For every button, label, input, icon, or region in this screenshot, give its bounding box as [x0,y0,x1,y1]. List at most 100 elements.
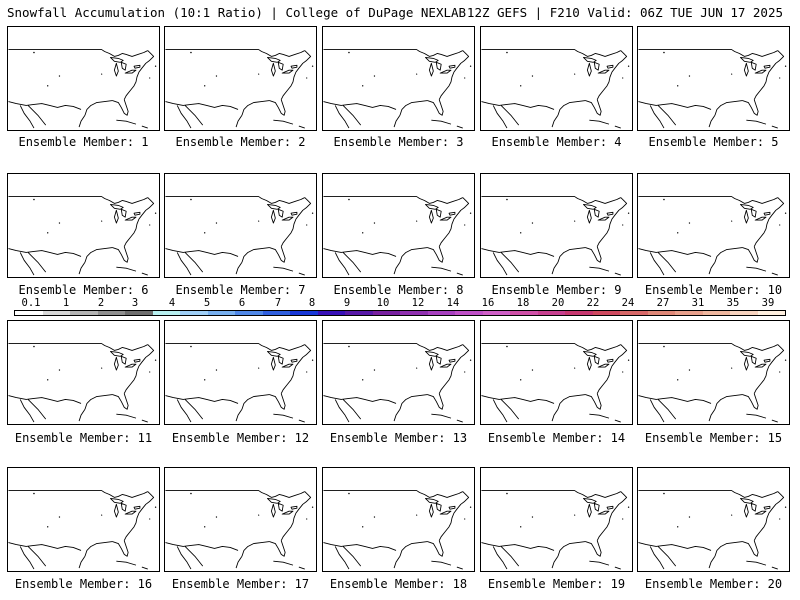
conus-outline-map [165,196,314,276]
colorbar-segment [235,311,263,315]
colorbar-segment [70,311,98,315]
colorbar-tick-label: 4 [168,297,176,309]
ensemble-member-label: Ensemble Member: 11 [14,431,153,445]
ensemble-member-map [637,173,790,278]
ensemble-member-map [164,26,317,131]
colorbar-tick-label: 10 [376,297,390,309]
conus-outline-map [8,49,157,129]
colorbar-segment [482,311,510,315]
colorbar-tick-label: 22 [586,297,600,309]
ensemble-member-label: Ensemble Member: 10 [644,283,783,297]
colorbar-tick-label: 1 [62,297,70,309]
conus-outline-map [165,49,314,129]
colorbar-segment [730,311,758,315]
ensemble-member-map [480,320,633,425]
colorbar-segment [290,311,318,315]
header: Snowfall Accumulation (10:1 Ratio) | Col… [0,0,800,24]
ensemble-member-map [164,320,317,425]
ensemble-member-label: Ensemble Member: 4 [491,135,622,149]
colorbar-tick-label: 8 [308,297,316,309]
colorbar-tick-label: 14 [446,297,460,309]
colorbar-segment [15,311,43,315]
conus-outline-map [165,343,314,423]
colorbar-segment [372,311,400,315]
ensemble-member-label: Ensemble Member: 16 [14,577,153,591]
ensemble-member-map [7,320,160,425]
colorbar-tick-label: 3 [131,297,139,309]
colorbar-segment [510,311,538,315]
colorbar-segment [702,311,730,315]
ensemble-member-map [322,320,475,425]
colorbar-tick-label: 24 [621,297,635,309]
conus-outline-map [638,196,787,276]
ensemble-member-label: Ensemble Member: 14 [487,431,626,445]
colorbar-segment [152,311,180,315]
ensemble-member-label: Ensemble Member: 6 [18,283,149,297]
colorbar-segment [345,311,373,315]
ensemble-member-map [322,467,475,572]
conus-outline-map [638,490,787,570]
conus-outline-map [323,490,472,570]
ensemble-member-map [637,26,790,131]
ensemble-member-map [480,467,633,572]
ensemble-member-map [322,26,475,131]
ensemble-member-map [7,173,160,278]
conus-outline-map [481,490,630,570]
ensemble-member-map [164,467,317,572]
colorbar-tick-label: 12 [411,297,425,309]
colorbar-segment [262,311,290,315]
colorbar-segment [125,311,153,315]
ensemble-member-map [7,26,160,131]
colorbar-segment [565,311,593,315]
colorbar-segment [42,311,70,315]
colorbar-tick-label: 39 [761,297,775,309]
colorbar-tick-label: 2 [97,297,105,309]
conus-outline-map [638,343,787,423]
conus-outline-map [8,490,157,570]
colorbar-segment [757,311,785,315]
colorbar-segment [537,311,565,315]
conus-outline-map [8,343,157,423]
colorbar-segment [97,311,125,315]
colorbar-tick-label: 5 [203,297,211,309]
conus-outline-map [481,49,630,129]
ensemble-member-label: Ensemble Member: 18 [329,577,468,591]
conus-outline-map [323,196,472,276]
ensemble-member-label: Ensemble Member: 9 [491,283,622,297]
colorbar-tick-label: 20 [551,297,565,309]
conus-outline-map [481,343,630,423]
colorbar-segment [455,311,483,315]
conus-outline-map [481,196,630,276]
colorbar-segment [400,311,428,315]
colorbar-tick-label: 7 [274,297,282,309]
ensemble-member-label: Ensemble Member: 19 [487,577,626,591]
colorbar-tick-label: 35 [726,297,740,309]
conus-outline-map [323,343,472,423]
colorbar-tick-label: 18 [516,297,530,309]
conus-outline-map [8,196,157,276]
ensemble-member-label: Ensemble Member: 2 [175,135,306,149]
colorbar-tick-label: 16 [481,297,495,309]
product-title: Snowfall Accumulation (10:1 Ratio) | Col… [7,5,467,20]
colorbar-segment [675,311,703,315]
ensemble-member-label: Ensemble Member: 20 [644,577,783,591]
ensemble-member-map [480,173,633,278]
ensemble-member-label: Ensemble Member: 1 [18,135,149,149]
conus-outline-map [165,490,314,570]
conus-outline-map [638,49,787,129]
run-valid-time: 12Z GEFS | F210 Valid: 06Z TUE JUN 17 20… [466,5,783,20]
ensemble-member-label: Ensemble Member: 5 [648,135,779,149]
colorbar-segment [592,311,620,315]
ensemble-member-map [164,173,317,278]
ensemble-member-label: Ensemble Member: 8 [333,283,464,297]
colorbar-segment [427,311,455,315]
ensemble-member-label: Ensemble Member: 17 [171,577,310,591]
ensemble-member-map [322,173,475,278]
ensemble-member-label: Ensemble Member: 7 [175,283,306,297]
colorbar-segment [180,311,208,315]
colorbar-segment [647,311,675,315]
ensemble-member-map [7,467,160,572]
colorbar-segment [620,311,648,315]
ensemble-member-label: Ensemble Member: 15 [644,431,783,445]
colorbar-tick-label: 0.1 [21,297,41,309]
